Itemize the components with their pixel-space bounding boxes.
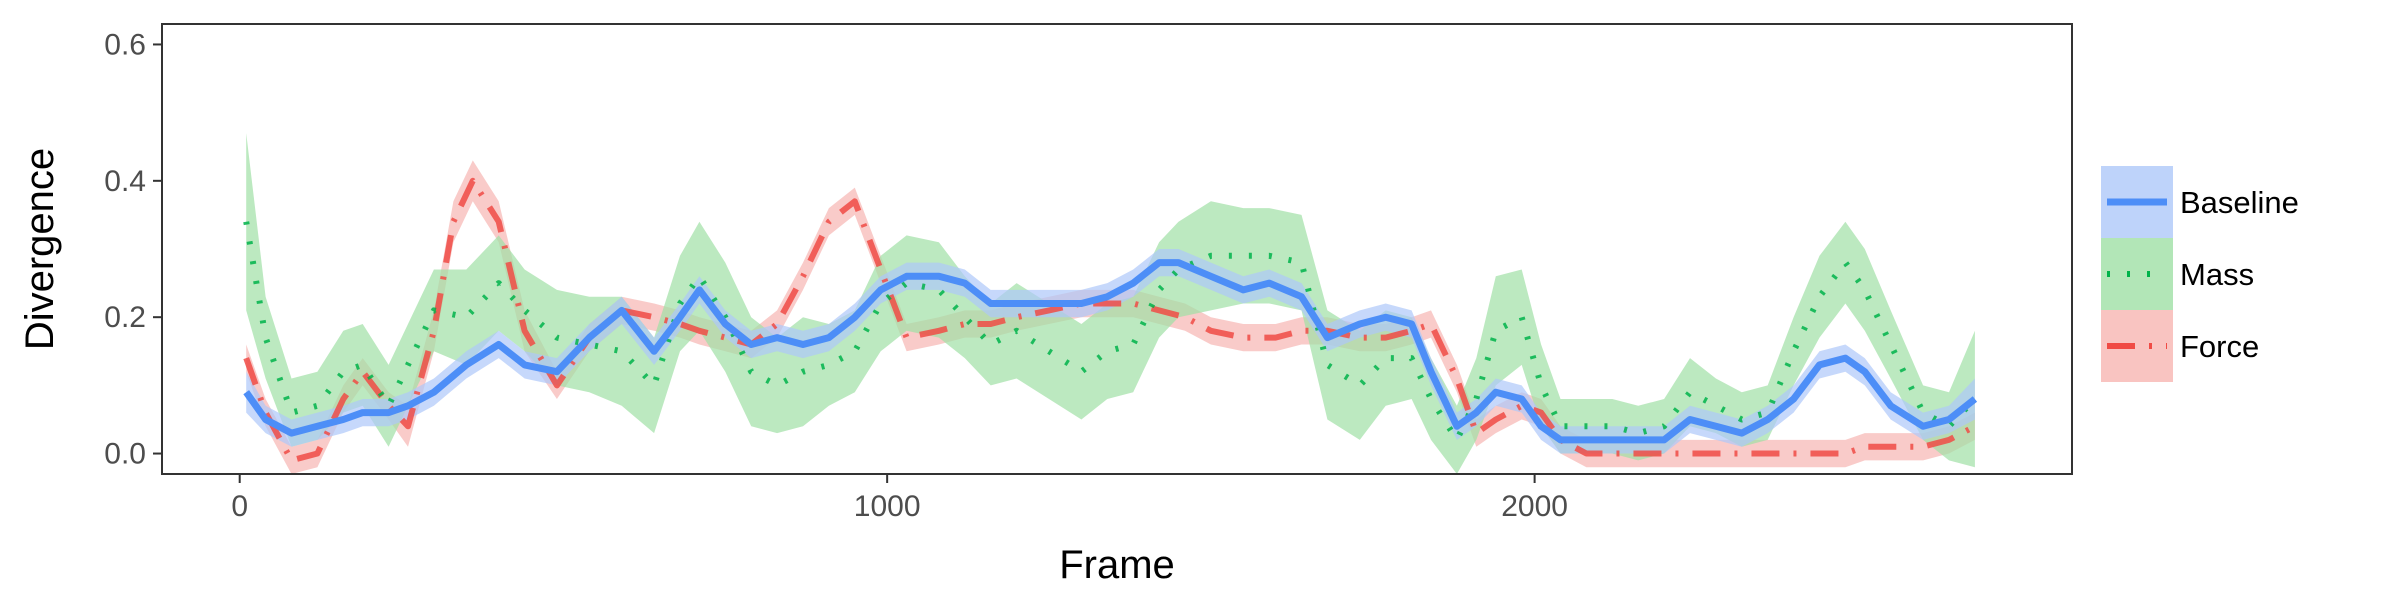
plot-area — [161, 23, 2073, 475]
force-line — [243, 177, 1977, 464]
legend-key-mass — [2101, 238, 2173, 310]
legend-label-mass: Mass — [2180, 257, 2254, 292]
legend-item-mass: Mass — [2101, 238, 2254, 310]
y-tick-label: 0.0 — [104, 438, 146, 471]
legend-item-baseline: Baseline — [2101, 166, 2299, 238]
y-axis-title: Divergence — [18, 148, 62, 350]
y-tick-label: 0.2 — [104, 301, 146, 334]
legend-item-force: Force — [2101, 310, 2259, 382]
baseline-line — [243, 259, 1978, 444]
y-tick-label: 0.6 — [104, 28, 146, 61]
series-lines — [243, 177, 1978, 464]
y-axis: 0.0 0.2 0.4 0.6 — [104, 28, 162, 471]
legend: Baseline Mass Force — [2101, 166, 2299, 382]
legend-label-baseline: Baseline — [2180, 185, 2299, 220]
x-axis-title: Frame — [1059, 543, 1175, 587]
y-tick-label: 0.4 — [104, 165, 146, 198]
baseline-confidence-band — [246, 249, 1975, 454]
plot-frame — [161, 23, 2073, 475]
x-tick-label: 1000 — [854, 490, 921, 523]
x-tick-label: 2000 — [1501, 490, 1568, 523]
x-tick-label: 0 — [231, 490, 248, 523]
x-axis: 0 1000 2000 — [231, 474, 1568, 523]
legend-label-force: Force — [2180, 329, 2259, 364]
